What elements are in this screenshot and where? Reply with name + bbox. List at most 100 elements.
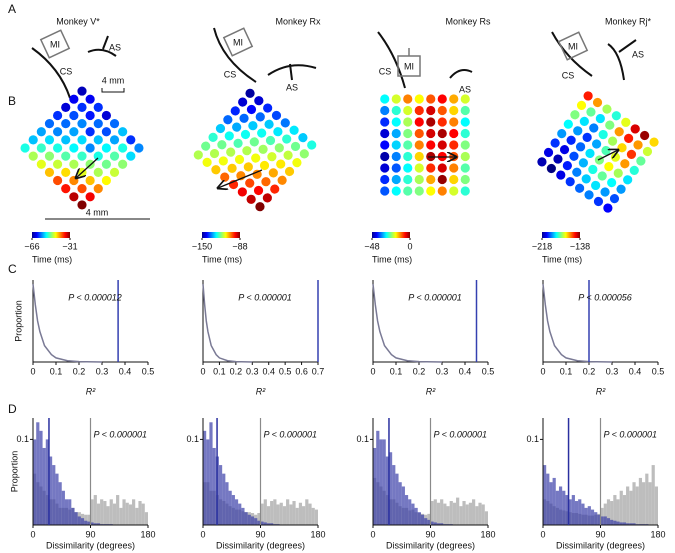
region-label: MI (568, 41, 578, 51)
histogram-bar (373, 447, 377, 525)
histogram-bar (622, 522, 627, 525)
electrode (69, 94, 79, 104)
electrode (77, 184, 87, 194)
histogram-bar (603, 503, 607, 525)
x-axis-label: R² (426, 386, 436, 396)
electrode (53, 175, 63, 186)
electrode (118, 143, 128, 153)
histogram-bar (543, 465, 547, 525)
histogram-bar (436, 502, 441, 525)
electrode (426, 94, 436, 104)
histogram-bar (203, 430, 207, 525)
colorbar (542, 232, 580, 238)
electrode (280, 118, 290, 128)
electrode (593, 196, 604, 207)
electrode (636, 156, 646, 166)
electrode (44, 151, 55, 161)
electrode (559, 145, 570, 155)
electrode (273, 127, 283, 137)
electrode (268, 168, 278, 178)
x-tick-label: 0.1 (560, 366, 573, 376)
electrode (85, 175, 95, 186)
electrode (271, 110, 282, 121)
electrode (118, 159, 128, 169)
histogram-bar (96, 503, 101, 525)
electrode (126, 151, 136, 161)
histogram-bar (266, 523, 271, 525)
histogram-bar (584, 507, 588, 525)
panel-letter: A (8, 2, 16, 16)
histogram-bar (456, 497, 460, 525)
electrode (101, 143, 111, 153)
electrode (403, 128, 413, 139)
electrode (562, 161, 572, 171)
electrode (565, 177, 575, 187)
y-axis-label: Proportion (9, 451, 19, 493)
electrode (101, 175, 111, 186)
electrode (626, 149, 637, 159)
histogram-bar (58, 482, 62, 525)
electrode (69, 127, 79, 137)
electrode (283, 150, 293, 160)
electrode (109, 167, 120, 177)
histogram-bar (266, 506, 271, 525)
histogram-bar (629, 523, 633, 525)
histogram-bar (125, 502, 129, 525)
x-tick-label: 0 (30, 366, 35, 376)
histogram-bar (376, 430, 380, 525)
x-tick-label: 0.4 (459, 366, 472, 376)
null-distribution (32, 284, 103, 363)
electrode (36, 143, 46, 153)
electrode (85, 94, 95, 104)
electrode (414, 151, 424, 162)
histogram-bar (209, 422, 213, 525)
electrode (640, 130, 650, 141)
histogram-bar (90, 522, 94, 525)
histogram-bar (626, 523, 630, 525)
histogram-bar (638, 477, 643, 525)
electrode-map (20, 86, 144, 210)
histogram-bar (581, 503, 585, 525)
electrode (380, 186, 390, 196)
histogram-bar (452, 502, 457, 525)
electrode (589, 123, 599, 133)
histogram-bar (594, 512, 598, 525)
histogram-bar (616, 499, 620, 525)
electrode (426, 128, 436, 139)
x-tick-label: 90 (255, 529, 265, 539)
electrode (617, 143, 627, 153)
electrode (69, 159, 79, 169)
electrode (600, 187, 610, 197)
electrode (20, 143, 30, 153)
electrode (93, 119, 103, 129)
electrode (253, 185, 264, 196)
electrode (537, 157, 547, 167)
electrode (101, 159, 111, 169)
histogram-bar (619, 490, 623, 525)
electrode (578, 158, 588, 168)
electrode (437, 186, 447, 196)
histogram-bar (64, 499, 69, 525)
histogram-bar (42, 447, 46, 525)
p-value: P < 0.000001 (264, 429, 317, 439)
electrode (36, 159, 46, 169)
electrode (61, 184, 71, 194)
electrode (249, 137, 259, 147)
electrode (553, 154, 563, 164)
electrode (242, 146, 252, 156)
electrode (595, 113, 605, 124)
electrode (579, 116, 589, 126)
electrode (227, 163, 237, 173)
electrode (391, 117, 401, 127)
x-tick-label: 0 (200, 366, 205, 376)
electrode (414, 117, 424, 127)
histogram-bar (80, 518, 85, 525)
electrode (584, 190, 594, 200)
colorbar-tick-label: 0 (407, 241, 412, 251)
electrode (610, 152, 621, 162)
y-tick-label: 0.1 (526, 434, 539, 444)
electrode (126, 135, 136, 145)
histogram-bar (574, 501, 579, 525)
electrode (620, 159, 630, 169)
